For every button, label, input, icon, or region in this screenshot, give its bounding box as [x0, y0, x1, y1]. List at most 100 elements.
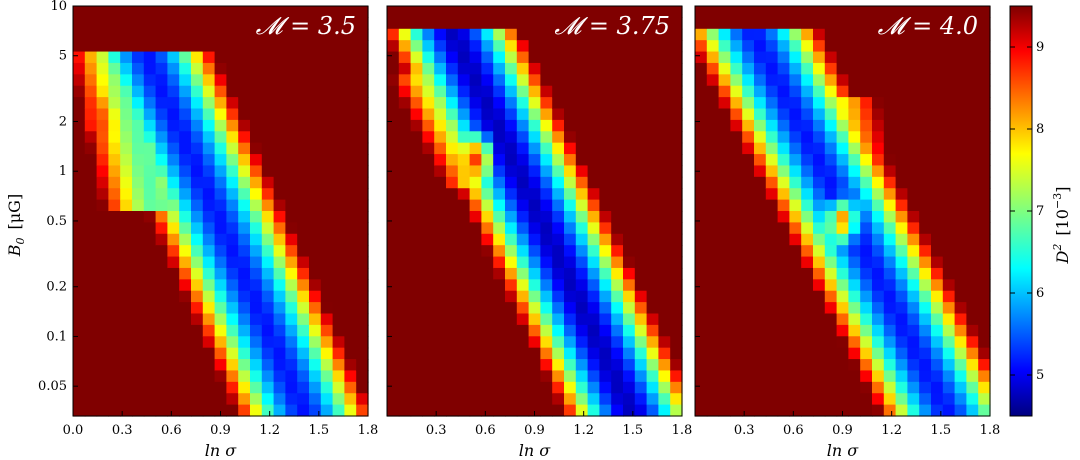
- heatmap-cell: [860, 222, 873, 235]
- heatmap-cell: [587, 165, 600, 178]
- heatmap-cell: [695, 176, 708, 189]
- heatmap-cell: [919, 97, 932, 110]
- heatmap-cell: [155, 336, 168, 349]
- heatmap-cell: [695, 199, 708, 212]
- heatmap-cell: [789, 28, 802, 41]
- heatmap-cell: [493, 267, 506, 280]
- heatmap-cell: [505, 108, 518, 121]
- heatmap-cell: [954, 290, 967, 303]
- heatmap-cell: [942, 108, 956, 121]
- heatmap-cell: [718, 404, 731, 417]
- heatmap-cell: [516, 131, 530, 144]
- heatmap-cell: [646, 62, 659, 75]
- heatmap-cell: [457, 62, 471, 75]
- heatmap-cell: [836, 188, 849, 201]
- heatmap-cell: [84, 119, 98, 132]
- heatmap-cell: [96, 74, 109, 87]
- heatmap-cell: [634, 17, 648, 30]
- heatmap-cell: [789, 188, 802, 201]
- heatmap-cell: [670, 404, 683, 417]
- heatmap-cell: [469, 199, 482, 212]
- heatmap-cell: [398, 302, 412, 315]
- heatmap-cell: [836, 381, 849, 394]
- heatmap-cell: [457, 74, 471, 87]
- heatmap-cell: [387, 279, 400, 292]
- heatmap-cell: [434, 336, 447, 349]
- heatmap-cell: [634, 131, 648, 144]
- heatmap-cell: [422, 97, 435, 110]
- heatmap-cell: [860, 211, 873, 223]
- heatmap-cell: [658, 290, 671, 303]
- heatmap-cell: [646, 233, 659, 246]
- heatmap-cell: [966, 393, 979, 406]
- heatmap-cell: [250, 188, 263, 201]
- heatmap-cell: [238, 188, 251, 201]
- heatmap-cell: [356, 119, 369, 132]
- heatmap-cell: [332, 336, 345, 349]
- heatmap-cell: [344, 233, 357, 246]
- heatmap-cell: [860, 188, 873, 201]
- heatmap-cell: [332, 142, 345, 155]
- heatmap-cell: [540, 245, 553, 258]
- heatmap-cell: [96, 85, 109, 98]
- heatmap-cell: [836, 28, 849, 41]
- heatmap-cell: [872, 267, 885, 280]
- heatmap-cell: [646, 222, 659, 235]
- heatmap-cell: [564, 6, 577, 18]
- heatmap-cell: [895, 165, 908, 178]
- heatmap-cell: [895, 381, 908, 394]
- heatmap-cell: [754, 165, 767, 178]
- heatmap-cell: [907, 74, 920, 87]
- heatmap-cell: [765, 28, 779, 41]
- heatmap-cell: [457, 404, 471, 417]
- heatmap-cell: [457, 51, 471, 64]
- heatmap-cell: [564, 62, 577, 75]
- heatmap-cell: [813, 404, 826, 417]
- heatmap-cell: [730, 142, 743, 155]
- heatmap-cell: [634, 336, 648, 349]
- heatmap-cell: [320, 108, 334, 121]
- heatmap-cell: [587, 74, 600, 87]
- heatmap-cell: [730, 40, 743, 53]
- heatmap-cell: [387, 17, 400, 30]
- heatmap-cell: [108, 222, 121, 235]
- heatmap-cell: [143, 28, 157, 41]
- heatmap-cell: [434, 165, 447, 178]
- heatmap-cell: [320, 51, 334, 64]
- heatmap-cell: [706, 267, 720, 280]
- heatmap-cell: [706, 199, 720, 212]
- heatmap-cell: [528, 404, 541, 417]
- heatmap-cell: [860, 393, 873, 406]
- heatmap-cell: [706, 51, 720, 64]
- heatmap-cell: [907, 17, 920, 30]
- heatmap-cell: [309, 17, 322, 30]
- heatmap-cell: [706, 404, 720, 417]
- heatmap-cell: [813, 199, 826, 212]
- heatmap-cell: [108, 108, 121, 121]
- heatmap-cell: [446, 290, 459, 303]
- x-tick-label: 0.3: [426, 423, 447, 438]
- heatmap-cell: [706, 142, 720, 155]
- heatmap-cell: [332, 313, 345, 326]
- heatmap-cell: [695, 62, 708, 75]
- heatmap-cell: [789, 6, 802, 18]
- heatmap-cell: [730, 165, 743, 178]
- heatmap-cell: [575, 279, 589, 292]
- heatmap-cell: [931, 313, 944, 326]
- heatmap-cell: [481, 28, 494, 41]
- heatmap-cell: [824, 131, 838, 144]
- heatmap-cell: [422, 211, 435, 223]
- heatmap-cell: [73, 85, 86, 98]
- heatmap-cell: [564, 119, 577, 132]
- heatmap-cell: [836, 393, 849, 406]
- heatmap-cell: [238, 176, 251, 189]
- heatmap-cell: [469, 211, 482, 223]
- heatmap-cell: [528, 233, 541, 246]
- heatmap-cell: [942, 119, 956, 132]
- heatmap-cell: [96, 154, 109, 167]
- heatmap-cell: [872, 290, 885, 303]
- heatmap-cell: [505, 119, 518, 132]
- heatmap-cell: [344, 62, 357, 75]
- heatmap-cell: [848, 233, 861, 246]
